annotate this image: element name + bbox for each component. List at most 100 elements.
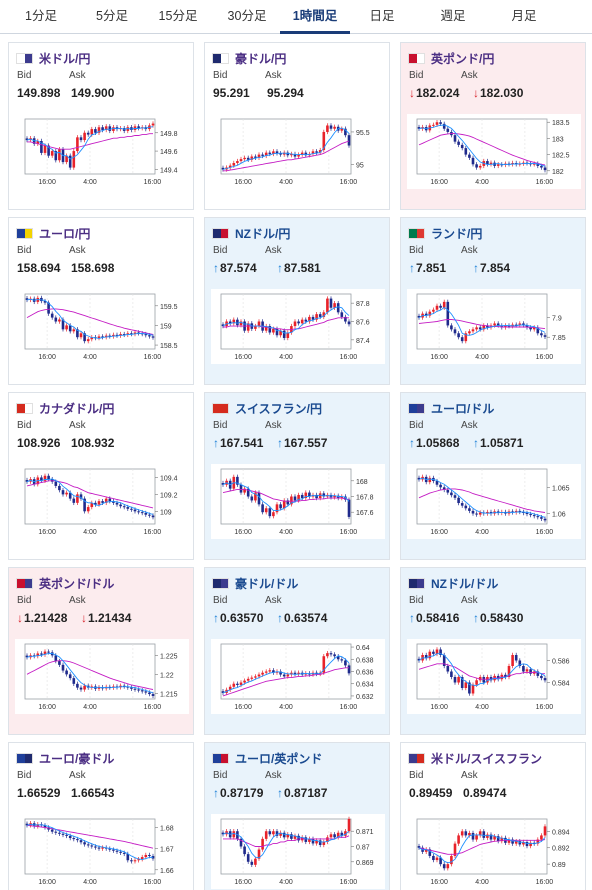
candle-body (525, 325, 529, 328)
rate-card[interactable]: NZドル/円 Bid Ask ↑87.574 ↑87.581 87.8 87.6 87.4 16… (204, 217, 390, 385)
price-chart[interactable]: 159.5 159 158.5 16:00 4:00 16:00 (15, 289, 189, 364)
pair-link[interactable]: 英ポンド/ドル (16, 574, 114, 592)
tab-6[interactable]: 日足 (369, 9, 395, 23)
rate-card[interactable]: 豪ドル/ドル Bid Ask ↑0.63570 ↑0.63574 0.64 0.638 0.6… (204, 567, 390, 735)
candle-body (540, 517, 543, 519)
timeframe-tabs: 1分足 5分足 15分足 30分足 1時間足 日足 週足 月足 (0, 0, 592, 34)
candle-body (536, 839, 540, 844)
bid-value: 95.291 (213, 86, 250, 100)
candle-body (308, 316, 311, 322)
flag-icon (408, 227, 425, 239)
rate-card[interactable]: ランド/円 Bid Ask ↑7.851 ↑7.854 7.9 7.85 16:00 4:00 1… (400, 217, 586, 385)
candle-body (532, 842, 536, 844)
bid-number: 149.898 (17, 86, 61, 100)
price-chart[interactable]: 1.225 1.22 1.215 16:00 4:00 16:00 (15, 639, 189, 714)
price-chart[interactable]: 0.894 0.892 0.89 16:00 4:00 16:00 (407, 814, 581, 889)
pair-link[interactable]: 英ポンド/円 (408, 49, 494, 67)
rate-card[interactable]: ユーロ/豪ドル Bid Ask 1.66529 1.66543 1.68 1.67 1.66 1… (8, 742, 194, 890)
pair-link[interactable]: ランド/円 (408, 224, 482, 242)
tab-1[interactable]: 1分足 (25, 9, 57, 23)
trend-arrow-icon: ↑ (409, 436, 415, 450)
price-chart[interactable]: 1.065 1.06 16:00 4:00 16:00 (407, 464, 581, 539)
tab-5[interactable]: 1時間足 (280, 0, 350, 34)
candle-body (243, 157, 246, 160)
pair-link[interactable]: カナダドル/円 (16, 399, 114, 417)
tab-2[interactable]: 5分足 (96, 9, 128, 23)
candle-body (79, 333, 83, 338)
candle-body (318, 493, 322, 499)
pair-link[interactable]: スイスフラン/円 (212, 399, 322, 417)
candle-body (144, 513, 148, 515)
rate-card[interactable]: ユーロ/円 Bid Ask 158.694 158.698 159.5 159 158.5 16… (8, 217, 194, 385)
ma-short-line (222, 482, 350, 512)
tab-3[interactable]: 15分足 (158, 9, 198, 23)
bid-value: ↑0.58416 (409, 611, 459, 625)
price-chart[interactable]: 149.8 149.6 149.4 16:00 4:00 16:00 (15, 114, 189, 189)
x-tick-label: 16:00 (340, 179, 358, 186)
candle-body (151, 336, 155, 338)
price-chart[interactable]: 0.64 0.638 0.636 0.634 0.632 16:00 4:00 16:00 (211, 639, 385, 714)
pair-link[interactable]: 米ドル/円 (16, 49, 90, 67)
price-chart[interactable]: 183.5 183 182.5 182 16:00 4:00 16:00 (407, 114, 581, 189)
rate-card[interactable]: 英ポンド/円 Bid Ask ↓182.024 ↓182.030 183.5 183 182.… (400, 42, 586, 210)
rate-card[interactable]: NZドル/ドル Bid Ask ↑0.58416 ↑0.58430 0.586 0.584 1… (400, 567, 586, 735)
price-chart[interactable]: 0.586 0.584 16:00 4:00 16:00 (407, 639, 581, 714)
candle-body (268, 152, 272, 154)
candle-body (290, 496, 293, 505)
price-chart[interactable]: 87.8 87.6 87.4 16:00 4:00 16:00 (211, 289, 385, 364)
rate-card[interactable]: 豪ドル/円 Bid Ask 95.291 95.294 95.5 95 16:00 4:00 16… (204, 42, 390, 210)
pair-link[interactable]: NZドル/円 (212, 224, 290, 242)
candle-body (279, 153, 282, 155)
pair-link[interactable]: 豪ドル/円 (212, 49, 286, 67)
rate-card[interactable]: ユーロ/英ポンド Bid Ask ↑0.87179 ↑0.87187 0.871 0.87 0… (204, 742, 390, 890)
candle-body (482, 677, 486, 683)
candle-body (326, 837, 329, 842)
candle-body (254, 326, 257, 329)
price-chart[interactable]: 168 167.8 167.6 16:00 4:00 16:00 (211, 464, 385, 539)
rate-card[interactable]: カナダドル/円 Bid Ask 108.926 108.932 109.4 109.2 109… (8, 392, 194, 560)
candle-body (522, 841, 525, 845)
ask-label: Ask (69, 245, 86, 256)
tab-7[interactable]: 週足 (440, 9, 466, 23)
ask-number: 167.557 (284, 436, 328, 450)
price-chart[interactable]: 95.5 95 16:00 4:00 16:00 (211, 114, 385, 189)
candlestick-chart: 0.64 0.638 0.636 0.634 0.632 16:00 4:00 16:00 (220, 643, 374, 711)
rate-card[interactable]: 米ドル/スイスフラン Bid Ask 0.89459 0.89474 0.894 0.892… (400, 742, 586, 890)
pair-link[interactable]: 豪ドル/ドル (212, 574, 298, 592)
rate-card[interactable]: 米ドル/円 Bid Ask 149.898 149.900 149.8 149.6 149.4… (8, 42, 194, 210)
candle-body (239, 682, 243, 685)
pair-name: 米ドル/円 (39, 51, 91, 66)
candle-body (293, 321, 297, 327)
candle-body (311, 316, 315, 320)
x-tick-label: 4:00 (279, 704, 293, 711)
candle-body (435, 481, 439, 485)
y-tick-label: 7.9 (552, 316, 562, 323)
tab-8[interactable]: 月足 (511, 9, 537, 23)
price-chart[interactable]: 0.871 0.87 0.869 16:00 4:00 16:00 (211, 814, 385, 889)
rate-card[interactable]: 英ポンド/ドル Bid Ask ↓1.21428 ↓1.21434 1.225 1.22 1.… (8, 567, 194, 735)
x-tick-label: 16:00 (536, 179, 554, 186)
candle-body (511, 839, 514, 844)
rate-card[interactable]: スイスフラン/円 Bid Ask ↑167.541 ↑167.557 168 167.8 16… (204, 392, 390, 560)
candle-body (250, 156, 254, 160)
candle-body (112, 501, 115, 503)
pair-link[interactable]: ユーロ/ドル (408, 399, 494, 417)
candle-body (254, 492, 257, 501)
pair-link[interactable]: 米ドル/スイスフラン (408, 749, 542, 767)
pair-link[interactable]: ユーロ/英ポンド (212, 749, 322, 767)
pair-link[interactable]: ユーロ/豪ドル (16, 749, 114, 767)
pair-link[interactable]: ユーロ/円 (16, 224, 90, 242)
price-chart[interactable]: 7.9 7.85 16:00 4:00 16:00 (407, 289, 581, 364)
tab-4[interactable]: 30分足 (227, 9, 267, 23)
price-chart[interactable]: 1.68 1.67 1.66 16:00 4:00 16:00 (15, 814, 189, 889)
candle-body (468, 682, 471, 694)
bid-value: 108.926 (17, 436, 60, 450)
pair-link[interactable]: NZドル/ドル (408, 574, 498, 592)
rate-card[interactable]: ユーロ/ドル Bid Ask ↑1.05868 ↑1.05871 1.065 1.06 16:… (400, 392, 586, 560)
candle-body (239, 838, 243, 847)
candle-body (540, 165, 543, 168)
candle-body (340, 312, 344, 317)
price-chart[interactable]: 109.4 109.2 109 16:00 4:00 16:00 (15, 464, 189, 539)
candle-body (126, 853, 130, 861)
candle-body (489, 511, 493, 514)
